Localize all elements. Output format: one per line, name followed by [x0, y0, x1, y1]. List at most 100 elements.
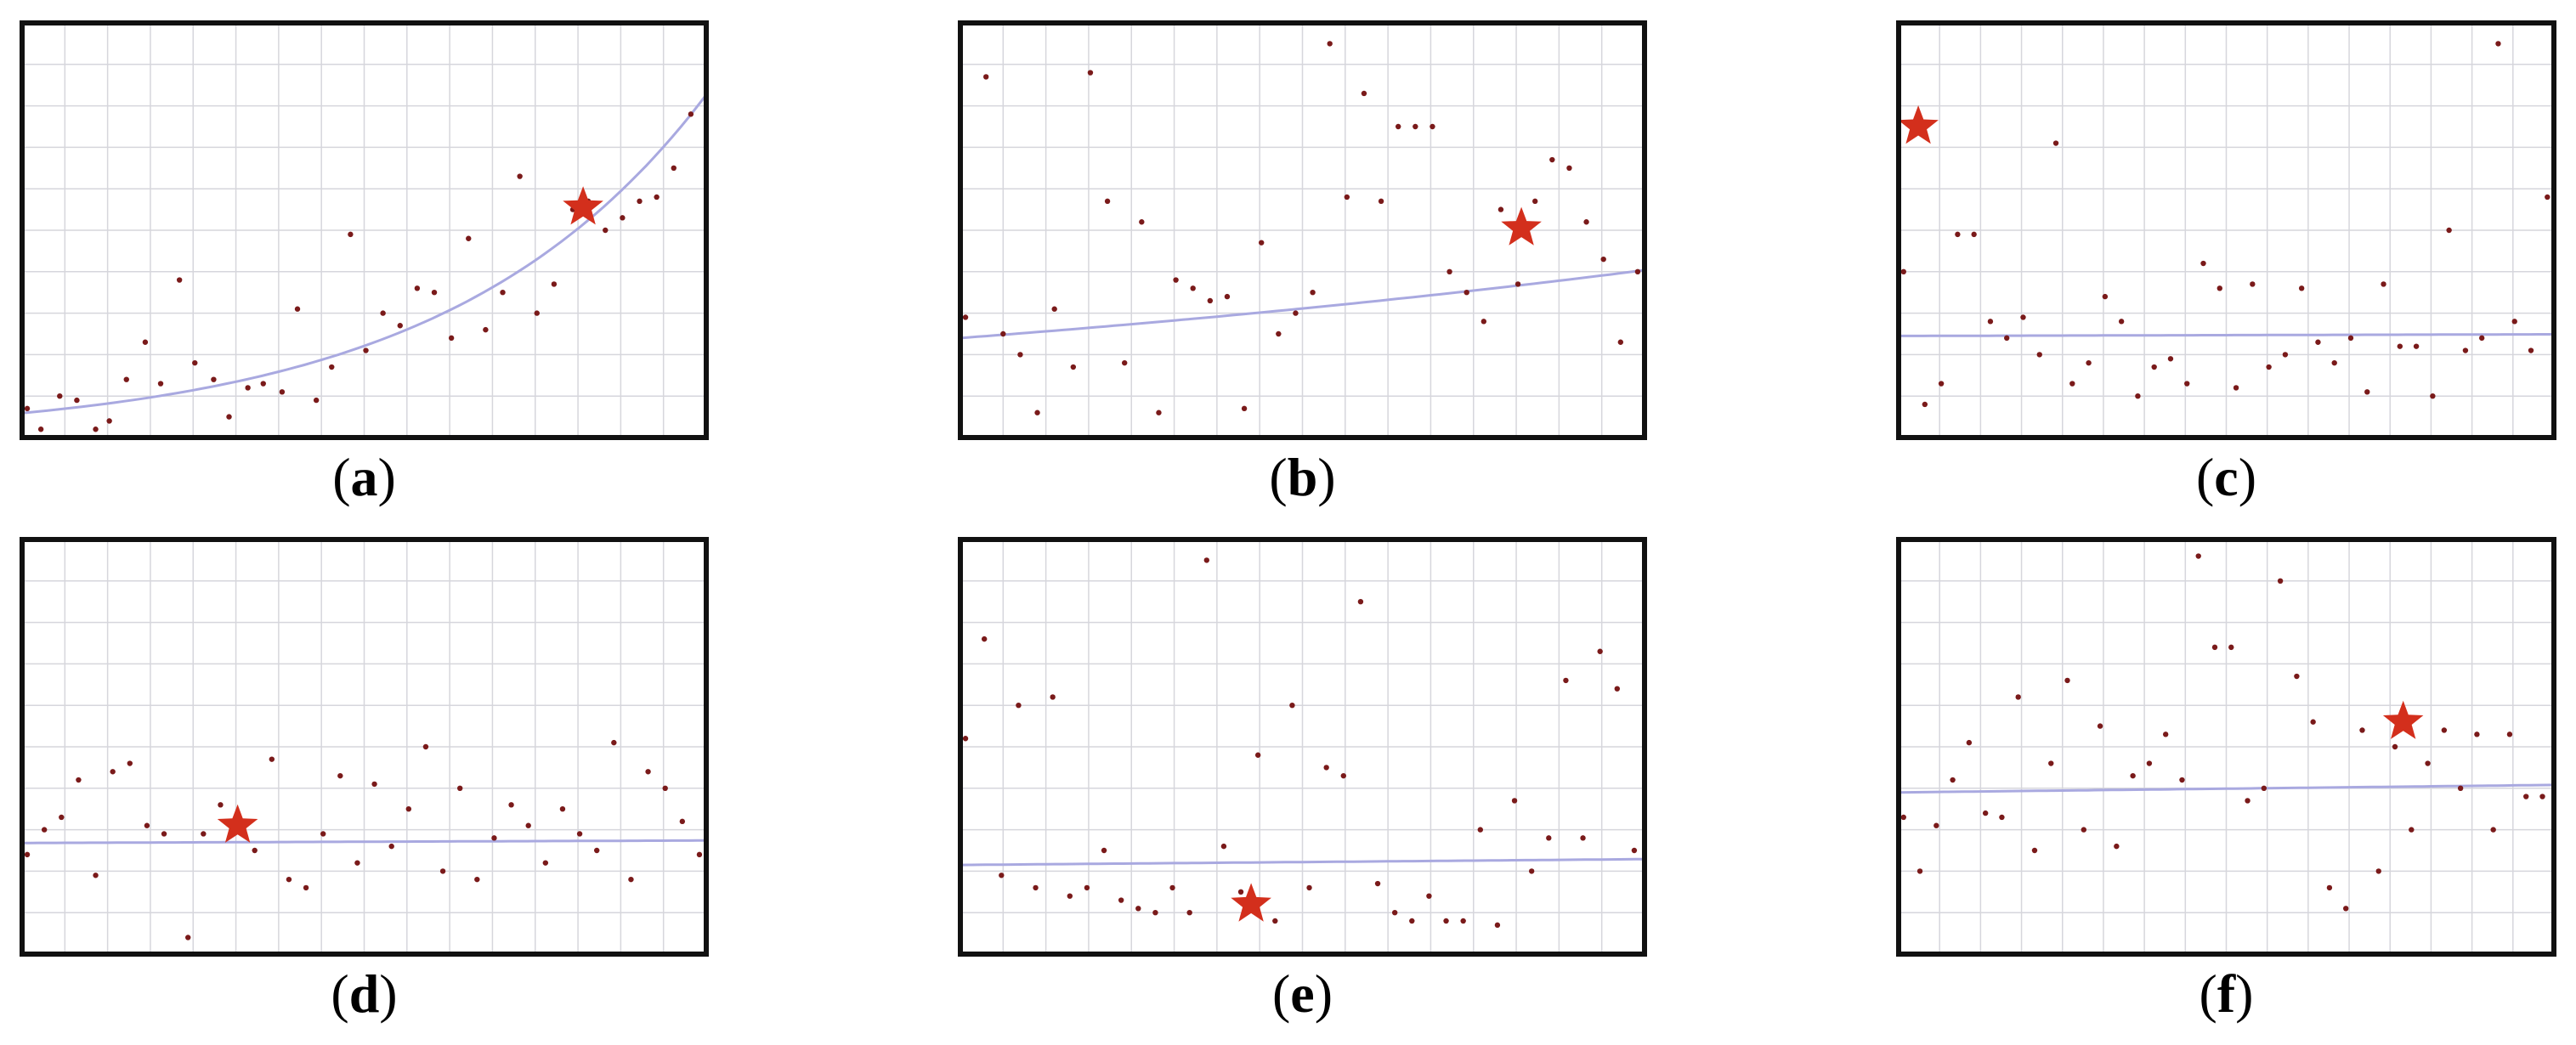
data-point: [2545, 194, 2551, 201]
data-point: [1447, 268, 1452, 274]
panel-frame: [20, 20, 709, 440]
data-point: [2211, 644, 2218, 651]
data-point: [551, 281, 558, 287]
panel-f: [1896, 537, 2556, 957]
panel-caption-letter: e: [1290, 963, 1315, 1024]
data-point: [1374, 880, 1381, 887]
data-point: [1070, 364, 1077, 370]
data-point: [1514, 281, 1521, 287]
data-point: [2086, 359, 2092, 366]
trend-line: [960, 857, 1645, 867]
data-point: [1631, 847, 1638, 854]
data-point: [2430, 393, 2436, 399]
panel-caption-f: (f): [2199, 963, 2254, 1024]
data-point: [1306, 884, 1312, 891]
data-point: [1900, 814, 1906, 821]
data-point: [279, 389, 286, 395]
data-point: [24, 405, 31, 412]
data-point: [2069, 381, 2075, 387]
data-points: [1900, 553, 2545, 912]
highlight-star-marker: [563, 186, 603, 225]
data-point: [1087, 70, 1094, 76]
highlight-star-marker: [1501, 206, 1542, 246]
data-point: [1549, 156, 1555, 163]
data-point: [218, 802, 224, 808]
data-point: [2097, 723, 2103, 729]
data-point: [1999, 814, 2005, 821]
panel-caption-a: (a): [332, 447, 396, 507]
data-point: [645, 769, 651, 775]
data-point: [1955, 231, 1961, 238]
data-point: [1254, 752, 1261, 758]
data-point: [2151, 364, 2157, 370]
data-point: [1430, 123, 1435, 130]
data-point: [2397, 343, 2403, 349]
data-point: [962, 736, 969, 742]
data-point: [542, 860, 549, 866]
data-point: [142, 339, 149, 345]
data-point: [611, 739, 617, 746]
data-point: [1272, 918, 1278, 924]
data-point: [1494, 922, 1501, 929]
data-point: [1528, 868, 1535, 874]
data-point: [2266, 364, 2272, 370]
data-point: [1190, 285, 1196, 291]
trend-line: [22, 839, 706, 844]
panel-frame: [1896, 20, 2556, 440]
data-point: [1139, 219, 1145, 225]
panel-c: [1896, 20, 2556, 440]
data-point: [2294, 673, 2300, 680]
data-point: [1101, 847, 1107, 854]
panel-caption-letter: c: [2214, 447, 2239, 507]
data-point: [320, 831, 326, 837]
data-point: [525, 822, 531, 828]
data-point: [439, 868, 446, 874]
data-point: [1950, 777, 1956, 783]
data-point: [1922, 401, 1928, 408]
data-point: [1600, 256, 1606, 263]
data-point: [483, 326, 489, 333]
data-point: [1033, 884, 1039, 891]
data-point: [637, 198, 643, 205]
data-point: [294, 306, 301, 312]
data-point: [24, 851, 31, 858]
data-point: [313, 397, 320, 404]
data-point: [2331, 359, 2337, 366]
data-point: [1118, 897, 1124, 903]
data-point: [2200, 260, 2206, 267]
panel-frame: [958, 537, 1647, 957]
data-point: [226, 414, 232, 420]
data-point: [260, 381, 266, 387]
data-point: [2277, 578, 2284, 584]
trend-line: [960, 268, 1645, 340]
data-point: [1409, 918, 1415, 924]
data-point: [2425, 760, 2431, 766]
data-point: [329, 364, 335, 370]
data-point: [37, 426, 44, 432]
data-point: [2250, 281, 2256, 287]
data-points: [1900, 41, 2551, 408]
data-point: [41, 827, 48, 833]
data-point: [397, 323, 403, 329]
data-point: [1293, 310, 1299, 316]
data-point: [1497, 206, 1504, 212]
data-point: [2441, 727, 2448, 733]
data-point: [688, 111, 694, 117]
data-point: [1477, 827, 1484, 833]
data-point: [1122, 359, 1128, 366]
data-point: [1050, 694, 1056, 700]
panel-caption-c: (c): [2195, 447, 2257, 507]
data-point: [1413, 123, 1418, 130]
grid: [960, 539, 1645, 954]
data-point: [2048, 760, 2054, 766]
data-point: [405, 806, 412, 812]
data-point: [123, 376, 129, 382]
data-point: [201, 831, 207, 837]
data-point: [2506, 732, 2513, 737]
data-point: [337, 772, 343, 779]
data-point: [1067, 893, 1073, 899]
data-point: [2114, 843, 2120, 850]
data-point: [1104, 198, 1111, 205]
data-point: [679, 818, 686, 825]
